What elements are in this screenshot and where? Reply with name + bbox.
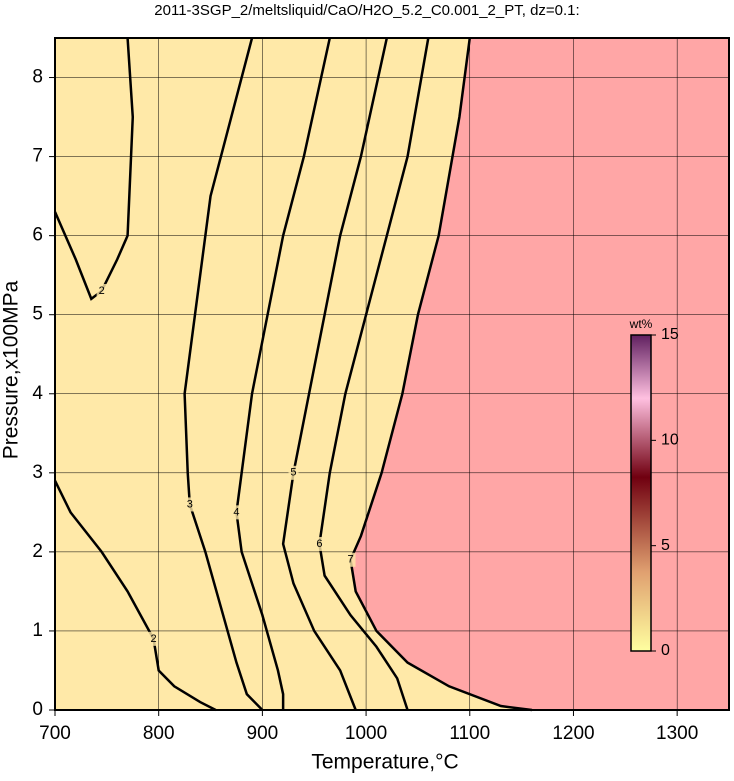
colorbar-tick-label: 10 (661, 432, 679, 449)
y-tick-label: 2 (32, 541, 43, 562)
x-tick-label: 1200 (552, 723, 594, 744)
x-tick-label: 800 (143, 723, 175, 744)
contour-line (183, 37, 264, 711)
colorbar-tick-label: 0 (661, 642, 670, 659)
y-tick-label: 6 (32, 225, 43, 246)
contour-label-bg (345, 552, 356, 567)
contour-label: 6 (316, 538, 322, 550)
x-axis-label: Temperature,°C (311, 751, 458, 774)
y-tick-label: 7 (32, 146, 43, 167)
y-tick-label: 0 (32, 699, 43, 720)
y-tick-label: 5 (32, 304, 43, 325)
contour-label: 5 (290, 467, 296, 479)
contour-label: 2 (99, 285, 105, 297)
colorbar (630, 334, 652, 652)
contour-line (318, 37, 430, 711)
contour-line (235, 37, 332, 710)
contour-label-bg (314, 536, 325, 551)
x-tick-label: 1300 (656, 723, 698, 744)
y-tick-label: 4 (32, 383, 43, 404)
contour-label-bg (96, 283, 107, 298)
colorbar-tick-label: 5 (661, 537, 670, 554)
colorbar-label: wt% (629, 317, 653, 331)
colorbar-tick-label: 15 (661, 326, 679, 343)
contour-label-bg (231, 505, 242, 520)
contour-label: 7 (347, 554, 353, 566)
y-tick-label: 3 (32, 462, 43, 483)
y-axis-label: Pressure,x100MPa (0, 280, 23, 459)
contour-label: 3 (187, 498, 193, 510)
plot-frame (54, 37, 730, 711)
y-tick-label: 8 (32, 67, 43, 88)
contour-label-bg (184, 497, 195, 512)
contour-line (349, 37, 533, 712)
y-tick-label: 1 (32, 620, 43, 641)
x-tick-label: 1000 (345, 723, 387, 744)
chart-title: 2011-3SGP_2/meltsliquid/CaO/H2O_5.2_C0.0… (154, 2, 579, 19)
contour-label: 4 (233, 506, 239, 518)
contour-label: 2 (150, 633, 156, 645)
x-tick-label: 700 (39, 723, 71, 744)
contour-label-bg (148, 631, 159, 646)
x-tick-label: 1100 (449, 723, 490, 744)
x-tick-label: 900 (247, 723, 279, 744)
contour-label-bg (288, 465, 299, 480)
contour-line (53, 37, 135, 301)
